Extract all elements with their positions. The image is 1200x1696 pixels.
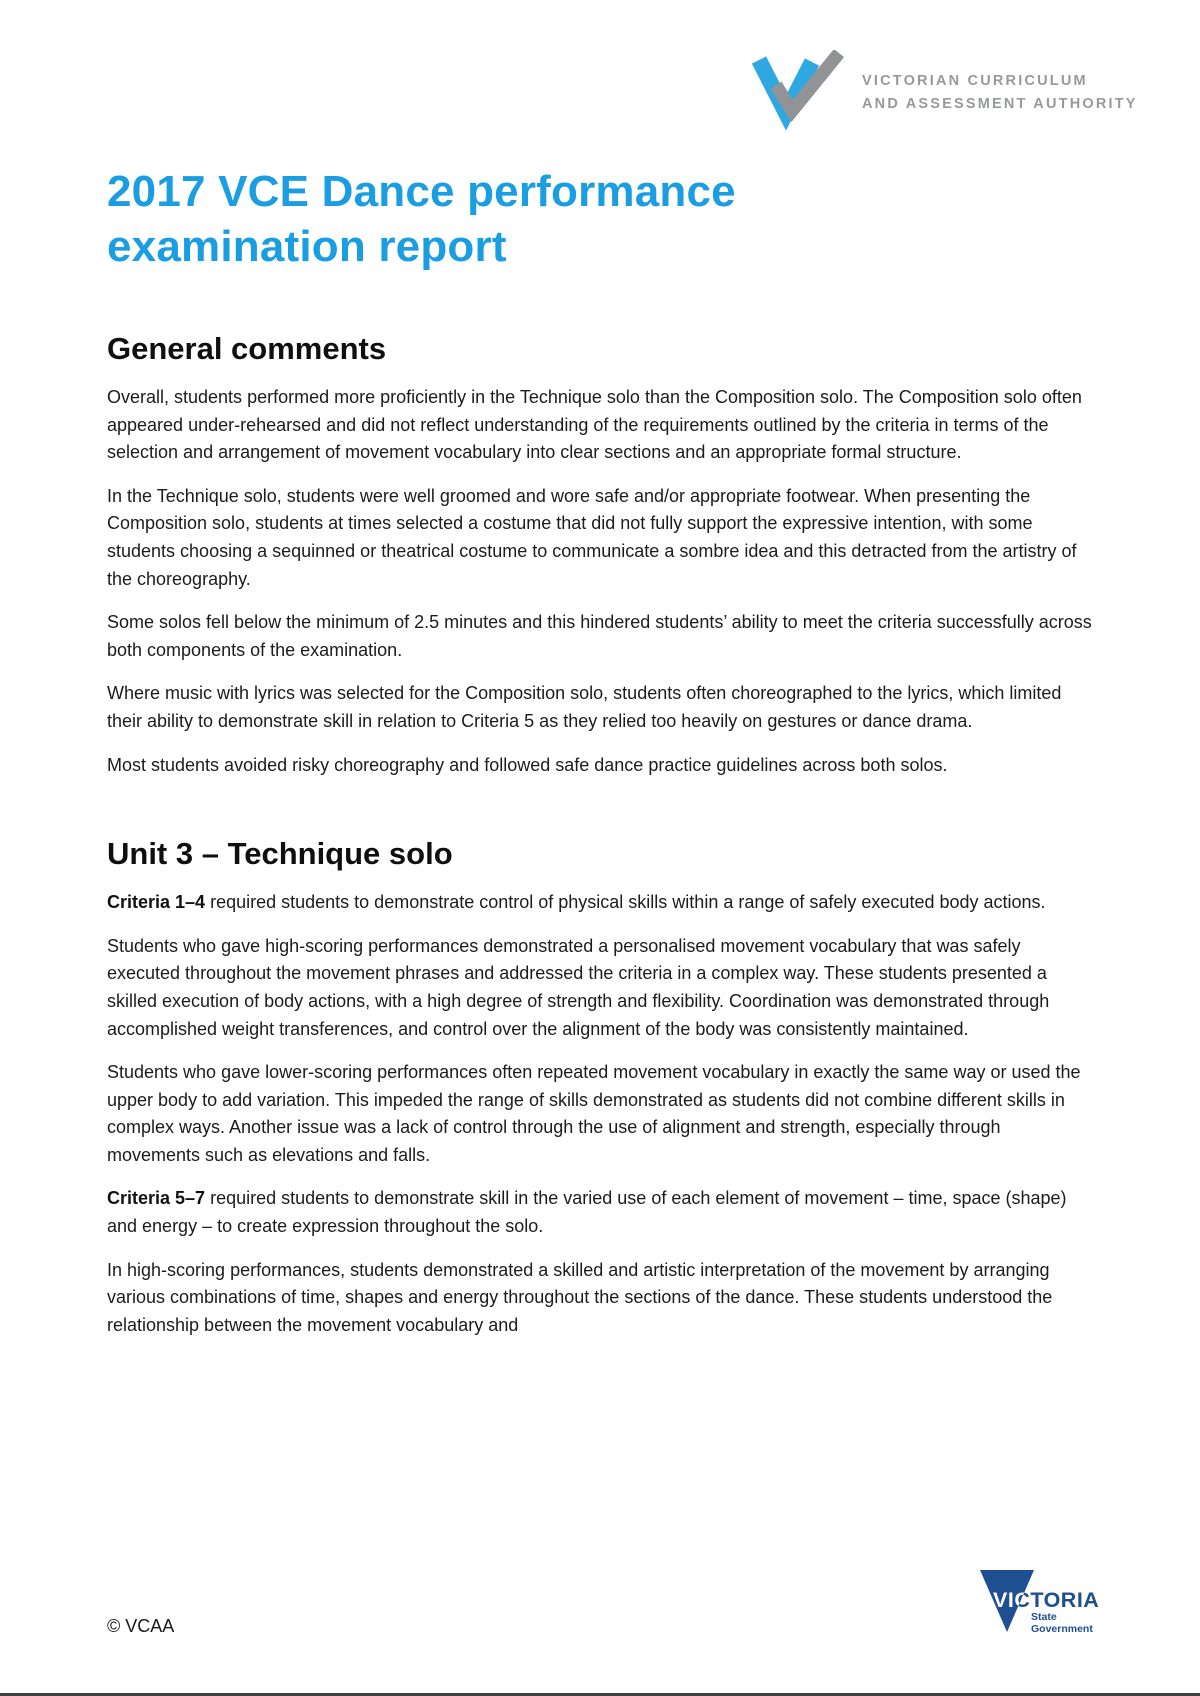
heading-unit3-technique-solo: Unit 3 – Technique solo bbox=[107, 836, 453, 872]
vcaa-logo: VICTORIAN CURRICULUM AND ASSESSMENT AUTH… bbox=[748, 50, 1138, 130]
unit3-paragraph-3: Students who gave lower-scoring performa… bbox=[107, 1062, 1081, 1165]
unit3-paragraph-5: In high-scoring performances, students d… bbox=[107, 1259, 1053, 1335]
copyright-notice: © VCAA bbox=[107, 1616, 175, 1636]
general-paragraph-1: Overall, students performed more profici… bbox=[107, 387, 1082, 463]
page-bottom-rule bbox=[0, 1693, 1200, 1696]
document-body: 2017 VCE Dance performance examination r… bbox=[107, 0, 1093, 1339]
heading-general-comments: General comments bbox=[107, 331, 387, 366]
unit3-paragraph-4: Criteria 5–7 required students to demons… bbox=[107, 1185, 1093, 1240]
page-title-line2: examination report bbox=[107, 222, 507, 271]
general-paragraph-5: Most students avoided risky choreography… bbox=[107, 754, 948, 775]
unit3-paragraph-4-text: required students to demonstrate skill i… bbox=[107, 1188, 1067, 1237]
victoria-sub1: State bbox=[1031, 1611, 1057, 1623]
unit3-paragraph-1: Criteria 1–4 required students to demons… bbox=[107, 889, 1093, 917]
page-title-line1: 2017 VCE Dance performance bbox=[107, 167, 736, 216]
criteria-5-7-label: Criteria 5–7 bbox=[107, 1188, 206, 1209]
vcaa-wordmark: VICTORIAN CURRICULUM AND ASSESSMENT AUTH… bbox=[862, 70, 1138, 116]
unit3-paragraph-2: Students who gave high-scoring performan… bbox=[107, 935, 1050, 1039]
general-paragraph-4: Where music with lyrics was selected for… bbox=[107, 683, 1062, 731]
vcaa-wordmark-line1: VICTORIAN CURRICULUM bbox=[862, 73, 1088, 89]
victoria-wordmark: VICTORIA bbox=[993, 1588, 1099, 1612]
vcaa-checkmark-icon bbox=[751, 50, 845, 130]
victoria-sub2: Government bbox=[1031, 1623, 1093, 1635]
vcaa-wordmark-line2: AND ASSESSMENT AUTHORITY bbox=[862, 96, 1138, 112]
criteria-1-4-label: Criteria 1–4 bbox=[107, 892, 206, 913]
victoria-state-government-logo: VICTORIA VICTORIA State Government bbox=[978, 1570, 1108, 1645]
page-title: 2017 VCE Dance performance examination r… bbox=[107, 0, 1093, 274]
unit3-paragraph-1-text: required students to demonstrate control… bbox=[210, 892, 1046, 913]
general-paragraph-2: In the Technique solo, students were wel… bbox=[107, 485, 1077, 589]
general-paragraph-3: Some solos fell below the minimum of 2.5… bbox=[107, 612, 1092, 660]
victoria-triangle-icon: VICTORIA VICTORIA State Government bbox=[980, 1570, 1099, 1635]
